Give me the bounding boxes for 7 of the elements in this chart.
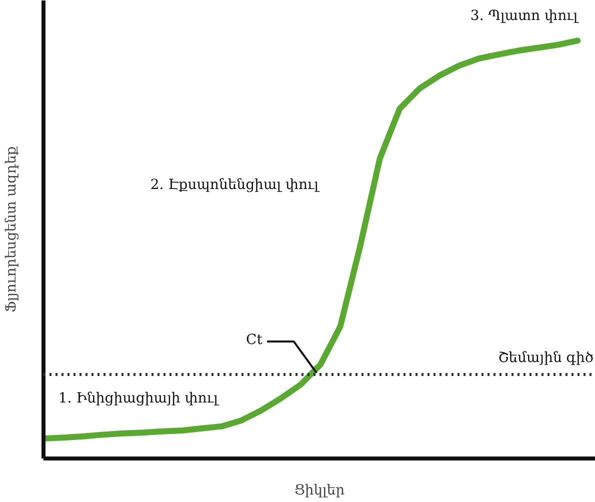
text: 3. Պլատո փուլ [470, 8, 580, 24]
annotation: 2. Էքսպոնենցիալ փուլ [150, 177, 320, 194]
annotation: 1. Ինիցիացիայի փուլ [58, 390, 220, 406]
x-axis-title: Ցիկլեր [294, 482, 345, 498]
annotation: Ct [246, 332, 263, 348]
y-axis-title: Ֆլյուորեսցենտ ազդեք [4, 146, 20, 313]
ref-line-label: Շեմային գիծ [498, 350, 594, 366]
